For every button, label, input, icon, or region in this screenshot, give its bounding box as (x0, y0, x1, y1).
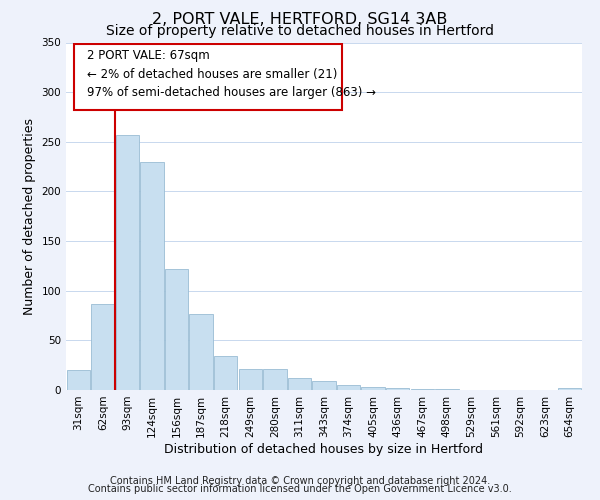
Bar (435, 389, 458, 390)
Bar (288, 378, 311, 390)
Bar (116, 135, 139, 390)
Text: 2 PORT VALE: 67sqm
← 2% of detached houses are smaller (21)
97% of semi-detached: 2 PORT VALE: 67sqm ← 2% of detached hous… (86, 50, 376, 100)
Text: 2, PORT VALE, HERTFORD, SG14 3AB: 2, PORT VALE, HERTFORD, SG14 3AB (152, 12, 448, 28)
Text: Size of property relative to detached houses in Hertford: Size of property relative to detached ho… (106, 24, 494, 38)
Bar (386, 388, 409, 390)
Bar (410, 389, 434, 390)
Bar (558, 388, 581, 390)
X-axis label: Distribution of detached houses by size in Hertford: Distribution of detached houses by size … (164, 442, 484, 456)
Bar (337, 385, 360, 390)
Text: Contains public sector information licensed under the Open Government Licence v3: Contains public sector information licen… (88, 484, 512, 494)
Bar (140, 162, 164, 390)
Bar (239, 369, 262, 390)
Bar (190, 314, 213, 390)
Bar (214, 356, 238, 390)
Text: Contains HM Land Registry data © Crown copyright and database right 2024.: Contains HM Land Registry data © Crown c… (110, 476, 490, 486)
Bar (91, 304, 115, 390)
Bar (165, 269, 188, 390)
Bar (67, 370, 90, 390)
Bar (361, 387, 385, 390)
FancyBboxPatch shape (74, 44, 342, 110)
Bar (313, 381, 335, 390)
Y-axis label: Number of detached properties: Number of detached properties (23, 118, 36, 315)
Bar (263, 369, 287, 390)
